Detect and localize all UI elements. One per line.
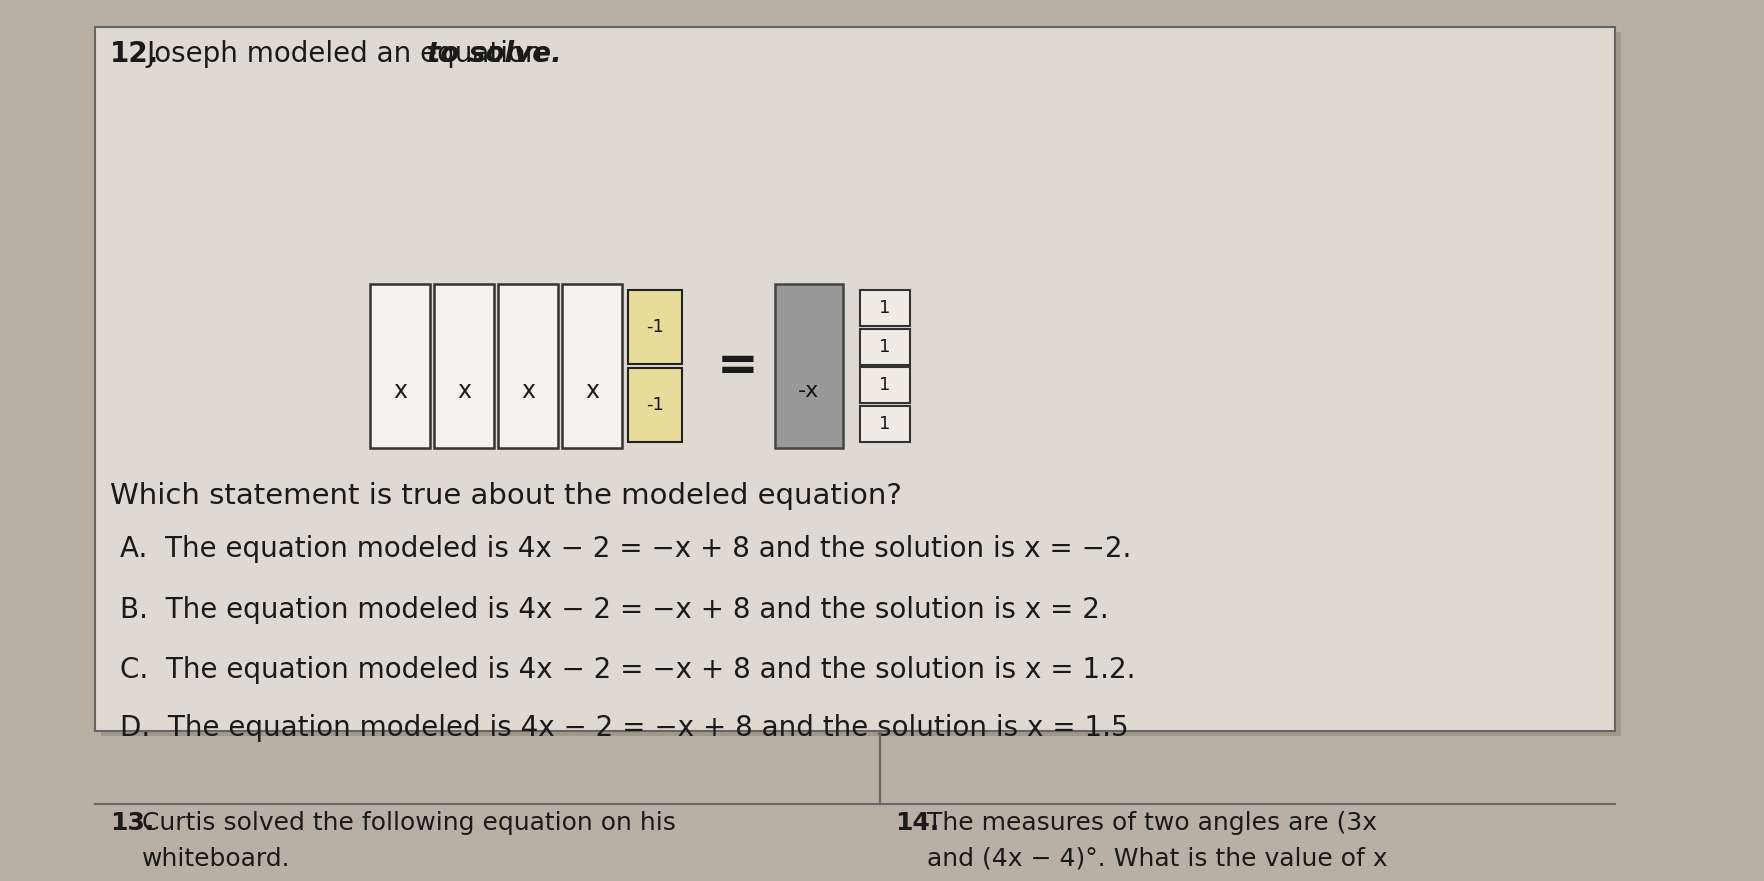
Bar [628,367,681,441]
Text: x: x [457,379,471,403]
Bar [497,285,557,448]
Text: The measures of two angles are (3x
and (4x − 4)°. What is the value of x: The measures of two angles are (3x and (… [926,811,1387,870]
Bar [434,285,494,448]
Text: C.  The equation modeled is 4x − 2 = −x + 8 and the solution is x = 1.2.: C. The equation modeled is 4x − 2 = −x +… [120,655,1134,684]
Text: 1: 1 [878,376,891,395]
Text: A.  The equation modeled is 4x − 2 = −x + 8 and the solution is x = −2.: A. The equation modeled is 4x − 2 = −x +… [120,536,1131,563]
Text: 1: 1 [878,299,891,317]
Text: 1: 1 [878,415,891,433]
Text: to solve.: to solve. [427,40,561,68]
Text: B.  The equation modeled is 4x − 2 = −x + 8 and the solution is x = 2.: B. The equation modeled is 4x − 2 = −x +… [120,596,1108,624]
Text: Curtis solved the following equation on his
whiteboard.: Curtis solved the following equation on … [141,811,676,870]
Text: 13.: 13. [109,811,153,835]
Text: Which statement is true about the modeled equation?: Which statement is true about the modele… [109,482,901,510]
Text: 14.: 14. [894,811,938,835]
Bar [101,32,1619,737]
Text: x: x [584,379,598,403]
Bar [774,285,843,448]
Text: D.  The equation modeled is 4x − 2 = −x + 8 and the solution is x = 1.5: D. The equation modeled is 4x − 2 = −x +… [120,714,1127,742]
Text: =: = [716,342,759,390]
Bar [859,406,910,442]
Bar [561,285,621,448]
Text: x: x [393,379,407,403]
Bar [370,285,430,448]
Text: Joseph modeled an equation: Joseph modeled an equation [146,40,550,68]
Bar [859,329,910,365]
Text: x: x [520,379,534,403]
Bar [859,290,910,326]
Text: 12.: 12. [109,40,159,68]
Text: -x: -x [797,381,818,401]
Text: -1: -1 [646,318,663,337]
Text: -1: -1 [646,396,663,414]
Bar [859,367,910,403]
Bar [628,291,681,365]
Text: 1: 1 [878,337,891,356]
Bar [95,26,1614,731]
